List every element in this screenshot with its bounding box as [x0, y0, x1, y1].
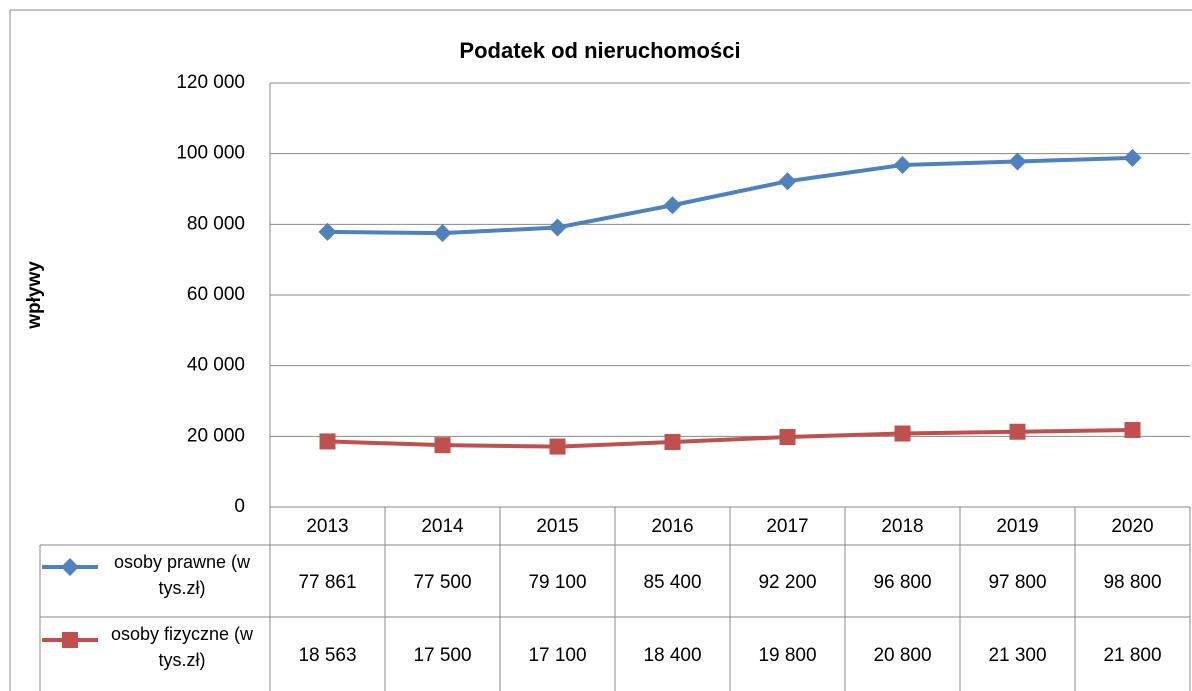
x-tick-label: 2018: [881, 516, 923, 537]
value-label: 21 300: [988, 645, 1046, 666]
y-axis-label: wpływy: [24, 261, 45, 330]
value-label: 77 500: [413, 572, 471, 593]
value-label: 98 800: [1103, 572, 1161, 593]
legend-label: osoby prawne (w tys.zł): [113, 552, 251, 598]
marker: [1124, 421, 1141, 438]
x-tick-label: 2015: [536, 516, 578, 537]
x-tick-label: 2014: [421, 516, 464, 537]
y-tick-label: 0: [234, 496, 245, 517]
marker: [433, 224, 452, 243]
y-tick-label: 80 000: [187, 213, 245, 234]
value-label: 85 400: [643, 572, 701, 593]
marker: [663, 196, 682, 215]
series-line: [327, 427, 1133, 449]
x-tick-label: 2020: [1111, 516, 1153, 537]
y-tick-label: 40 000: [187, 355, 245, 376]
marker: [778, 172, 797, 191]
marker: [664, 433, 681, 450]
value-label: 17 500: [413, 645, 471, 666]
y-tick-label: 100 000: [176, 143, 245, 164]
marker: [549, 438, 566, 455]
marker: [779, 429, 796, 446]
chart-title: Podatek od nieruchomości: [459, 38, 740, 63]
value-label: 17 100: [528, 645, 586, 666]
value-label: 79 100: [528, 572, 586, 593]
x-tick-label: 2016: [651, 516, 693, 537]
value-label: 20 800: [873, 645, 931, 666]
y-tick-label: 120 000: [176, 72, 245, 93]
marker: [893, 155, 912, 174]
legend-entry: osoby prawne (w tys.zł): [113, 552, 251, 598]
value-label: 18 563: [298, 645, 356, 666]
value-label: 19 800: [758, 645, 816, 666]
y-tick-label: 20 000: [187, 425, 245, 446]
marker: [548, 218, 567, 237]
series-line: [327, 155, 1133, 236]
legend-label: osoby fizyczne (w tys.zł): [110, 624, 254, 670]
value-label: 92 200: [758, 572, 816, 593]
value-label: 18 400: [643, 645, 701, 666]
y-tick-label: 60 000: [187, 284, 245, 305]
marker: [1123, 148, 1142, 167]
x-tick-label: 2017: [766, 516, 808, 537]
marker: [61, 558, 79, 576]
marker: [318, 222, 337, 241]
marker: [62, 632, 78, 648]
value-label: 97 800: [988, 572, 1046, 593]
marker: [434, 437, 451, 454]
value-label: 96 800: [873, 572, 931, 593]
marker: [894, 425, 911, 442]
value-label: 77 861: [298, 572, 356, 593]
x-tick-label: 2019: [996, 516, 1038, 537]
marker: [319, 433, 336, 450]
x-tick-label: 2013: [306, 516, 348, 537]
value-label: 21 800: [1103, 645, 1161, 666]
marker: [1009, 423, 1026, 440]
legend-entry: osoby fizyczne (w tys.zł): [110, 624, 254, 670]
marker: [1008, 152, 1027, 171]
